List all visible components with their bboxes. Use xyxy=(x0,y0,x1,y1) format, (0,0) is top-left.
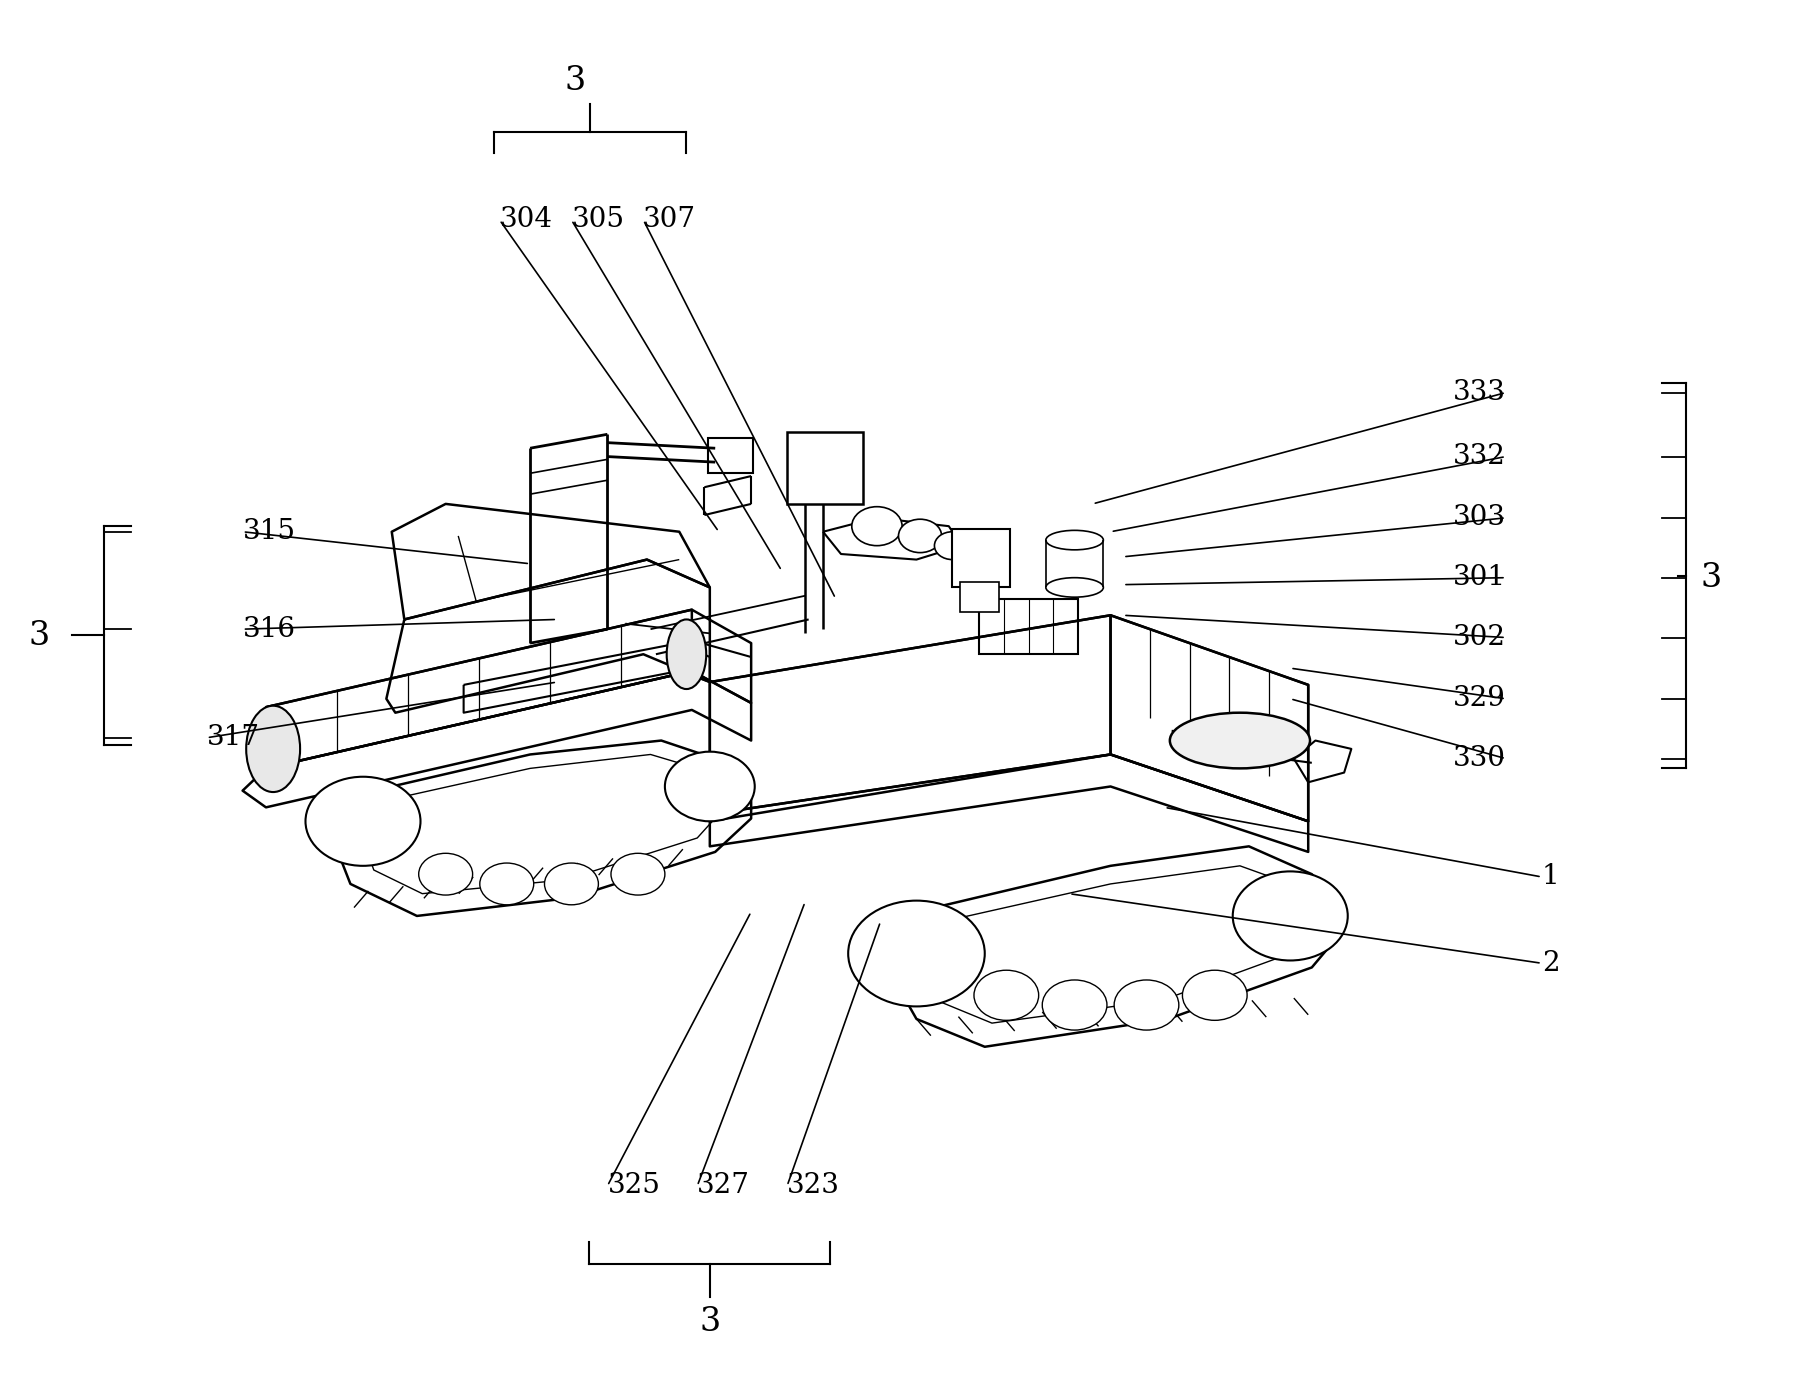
Circle shape xyxy=(1042,980,1107,1030)
Circle shape xyxy=(665,752,755,821)
Circle shape xyxy=(934,532,970,560)
Circle shape xyxy=(611,853,665,895)
Circle shape xyxy=(1114,980,1179,1030)
Ellipse shape xyxy=(1046,530,1103,550)
Circle shape xyxy=(480,863,534,905)
Bar xyxy=(979,599,1078,654)
Text: 332: 332 xyxy=(1454,443,1506,470)
Bar xyxy=(960,582,999,612)
Circle shape xyxy=(305,777,420,866)
Text: 323: 323 xyxy=(787,1172,839,1200)
Text: 302: 302 xyxy=(1454,624,1506,651)
Text: 325: 325 xyxy=(607,1172,659,1200)
Circle shape xyxy=(848,901,985,1006)
Text: 307: 307 xyxy=(643,206,697,234)
Bar xyxy=(787,432,863,504)
Circle shape xyxy=(852,507,902,546)
Text: 3: 3 xyxy=(29,621,50,651)
Text: 315: 315 xyxy=(243,518,295,546)
Text: 3: 3 xyxy=(564,65,586,97)
Ellipse shape xyxy=(1170,713,1310,768)
Text: 317: 317 xyxy=(207,724,261,752)
Circle shape xyxy=(419,853,473,895)
Circle shape xyxy=(1182,970,1247,1020)
Bar xyxy=(708,438,753,473)
Text: 3: 3 xyxy=(699,1306,721,1338)
Text: 303: 303 xyxy=(1454,504,1506,532)
Text: 2: 2 xyxy=(1542,949,1560,977)
Text: 316: 316 xyxy=(243,615,295,643)
Circle shape xyxy=(898,519,942,553)
Text: 329: 329 xyxy=(1454,685,1506,713)
Text: 330: 330 xyxy=(1454,745,1506,773)
Text: 304: 304 xyxy=(500,206,552,234)
Circle shape xyxy=(974,970,1039,1020)
Ellipse shape xyxy=(246,706,300,792)
Bar xyxy=(952,529,1010,587)
Circle shape xyxy=(544,863,598,905)
Circle shape xyxy=(1233,871,1348,960)
Ellipse shape xyxy=(1046,578,1103,597)
Text: 3: 3 xyxy=(1700,562,1722,593)
Text: 301: 301 xyxy=(1452,564,1506,592)
Text: 1: 1 xyxy=(1542,863,1560,891)
Text: 333: 333 xyxy=(1454,379,1506,406)
Ellipse shape xyxy=(667,619,706,689)
Text: 327: 327 xyxy=(697,1172,749,1200)
Text: 305: 305 xyxy=(571,206,624,234)
